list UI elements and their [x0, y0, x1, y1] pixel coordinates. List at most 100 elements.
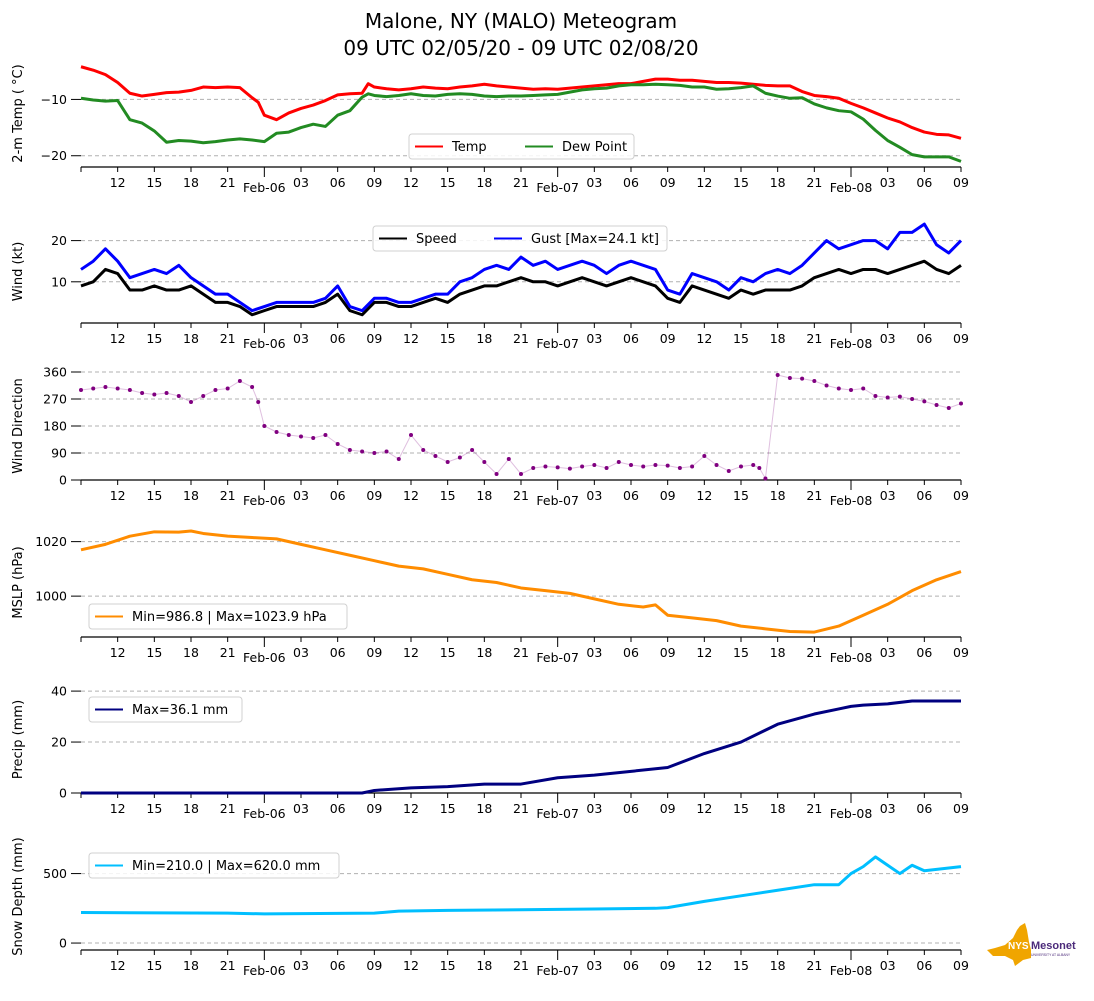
- y-tick-label: 0: [59, 936, 67, 951]
- legend-box: [88, 696, 243, 723]
- data-point: [677, 466, 682, 470]
- x-hour-label: 12: [110, 175, 126, 190]
- x-hour-label: 06: [623, 958, 639, 973]
- x-hour-label: 18: [770, 331, 786, 346]
- x-hour-label: 18: [476, 645, 492, 660]
- x-hour-label: 18: [770, 175, 786, 190]
- data-point: [592, 463, 597, 467]
- x-hour-label: 09: [953, 958, 969, 973]
- x-hour-label: 18: [183, 645, 199, 660]
- x-hour-label: 18: [770, 958, 786, 973]
- y-tick-label: 20: [51, 735, 67, 750]
- data-point: [384, 449, 389, 454]
- legend-label: Max=36.1 mm: [132, 703, 228, 718]
- data-point: [396, 457, 401, 461]
- data-point: [482, 460, 487, 464]
- data-point: [274, 430, 279, 434]
- y-tick-label: −20: [41, 148, 67, 163]
- x-hour-label: 21: [220, 175, 236, 190]
- x-hour-label: 03: [880, 488, 896, 503]
- x-hour-label: 12: [403, 958, 419, 973]
- data-point: [604, 466, 609, 470]
- x-hour-label: 15: [146, 331, 162, 346]
- x-date-label: Feb-08: [830, 806, 873, 821]
- y-tick-label: 40: [51, 684, 67, 699]
- x-hour-label: 12: [110, 488, 126, 503]
- x-hour-label: 09: [953, 488, 969, 503]
- x-hour-label: 06: [623, 488, 639, 503]
- y-tick-label: 180: [43, 419, 67, 434]
- x-hour-label: 09: [660, 175, 676, 190]
- data-point: [445, 460, 450, 464]
- x-date-label: Feb-08: [830, 963, 873, 978]
- data-point: [335, 442, 340, 446]
- y-tick-label: 270: [43, 392, 67, 407]
- data-point: [256, 400, 261, 404]
- data-point: [360, 449, 365, 454]
- x-date-label: Feb-08: [830, 180, 873, 195]
- data-point: [213, 388, 218, 392]
- x-hour-label: 09: [366, 331, 382, 346]
- y-tick-label: −10: [41, 92, 67, 107]
- x-hour-label: 06: [916, 175, 932, 190]
- x-hour-label: 12: [696, 958, 712, 973]
- data-point: [225, 386, 230, 391]
- data-point: [250, 385, 255, 389]
- legend-box: [88, 852, 340, 879]
- x-hour-label: 03: [293, 645, 309, 660]
- data-point: [470, 448, 475, 452]
- x-hour-label: 21: [806, 645, 822, 660]
- panel-wind: 10 20 Wind (kt) 12 15 18 21 Feb-06 03 06 09 12 15 18 2…: [11, 222, 969, 351]
- y-axis-label: Wind (kt): [11, 242, 26, 302]
- x-hour-label: 15: [440, 801, 456, 816]
- data-point: [531, 466, 536, 470]
- x-date-label: Feb-07: [536, 650, 579, 665]
- x-date-label: Feb-06: [243, 806, 286, 821]
- x-hour-label: 12: [403, 801, 419, 816]
- x-hour-label: 15: [146, 801, 162, 816]
- x-hour-label: 15: [440, 958, 456, 973]
- x-hour-label: 12: [696, 488, 712, 503]
- x-date-label: Feb-06: [243, 493, 286, 508]
- data-point: [421, 448, 426, 452]
- data-point: [457, 455, 462, 460]
- data-point: [79, 388, 83, 392]
- data-point: [127, 388, 132, 392]
- x-hour-label: 18: [183, 331, 199, 346]
- x-hour-label: 15: [733, 645, 749, 660]
- x-hour-label: 06: [916, 331, 932, 346]
- data-point: [812, 379, 817, 383]
- y-tick-label: 20: [51, 233, 67, 248]
- x-hour-label: 06: [916, 645, 932, 660]
- data-point: [739, 464, 743, 469]
- x-date-label: Feb-07: [536, 493, 579, 508]
- x-hour-label: 06: [623, 331, 639, 346]
- series-line-max: [81, 699, 961, 795]
- x-date-label: Feb-08: [830, 336, 873, 351]
- series-line-temp: [80, 65, 962, 140]
- x-hour-label: 09: [660, 488, 676, 503]
- x-hour-label: 21: [220, 958, 236, 973]
- x-hour-label: 03: [586, 331, 602, 346]
- x-hour-label: 21: [220, 488, 236, 503]
- x-hour-label: 21: [220, 331, 236, 346]
- data-point: [763, 476, 768, 481]
- legend: Speed Gust [Max=24.1 kt]: [372, 225, 668, 252]
- x-hour-label: 03: [293, 175, 309, 190]
- x-hour-label: 03: [293, 488, 309, 503]
- data-point: [409, 433, 413, 437]
- data-point: [237, 379, 242, 383]
- series-line-speed: [80, 259, 962, 317]
- x-hour-label: 18: [476, 801, 492, 816]
- x-hour-label: 06: [330, 801, 346, 816]
- x-hour-label: 06: [623, 645, 639, 660]
- legend-label: Min=210.0 | Max=620.0 mm: [132, 859, 320, 874]
- data-point: [543, 464, 548, 469]
- data-point: [629, 463, 633, 467]
- data-point: [580, 464, 585, 469]
- data-point: [311, 436, 316, 440]
- x-hour-label: 09: [953, 801, 969, 816]
- x-hour-label: 18: [183, 175, 199, 190]
- chart-title: Malone, NY (MALO) Meteogram: [365, 9, 677, 33]
- x-hour-label: 03: [293, 331, 309, 346]
